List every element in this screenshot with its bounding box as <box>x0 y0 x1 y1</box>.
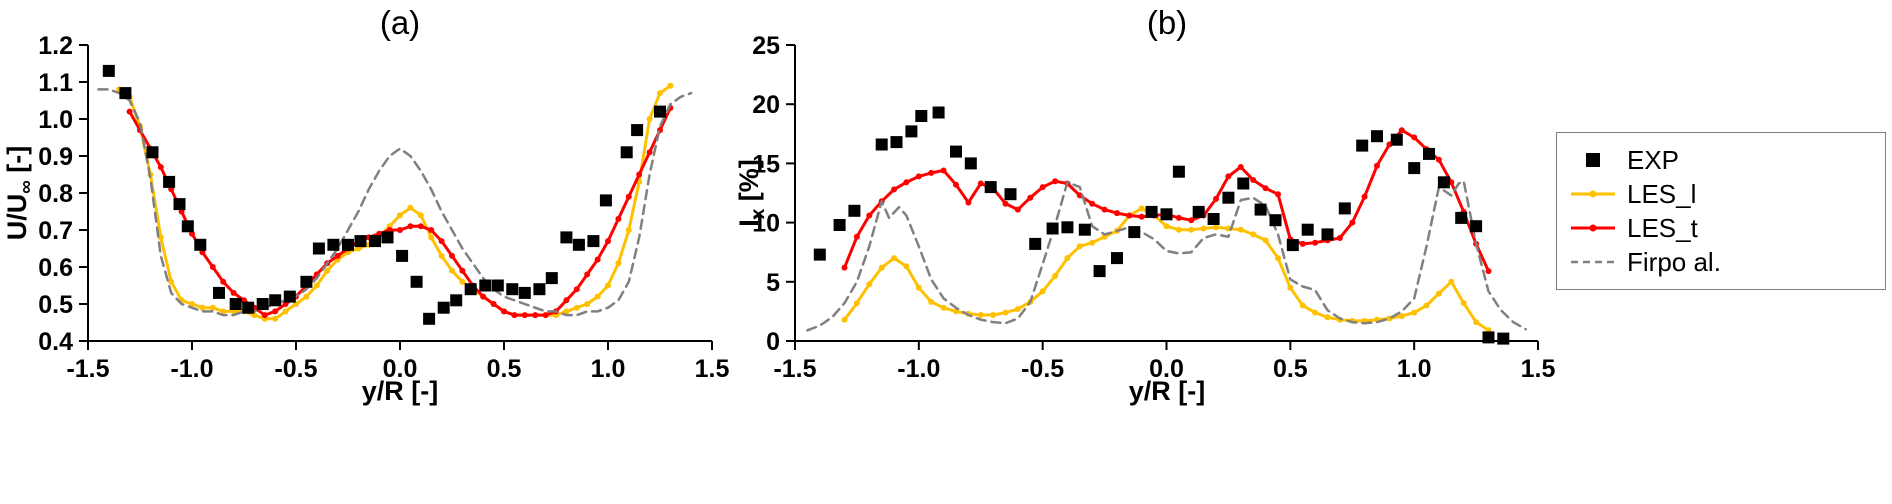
series-EXP <box>813 106 1510 345</box>
axes: -1.5 -1.0 -0.5 0.0 0.5 1.0 1.5 0.4 0.5 0.6 0.7 0.8 0… <box>38 32 729 383</box>
svg-text:0.8: 0.8 <box>38 180 73 208</box>
svg-text:1.0: 1.0 <box>591 355 626 383</box>
chart-a-plot-area: -1.5 -1.0 -0.5 0.0 0.5 1.0 1.5 0.4 0.5 0.6 0.7 0.8 0… <box>38 32 729 383</box>
legend-label-les-l: LES_l <box>1627 178 1697 209</box>
svg-text:-1.5: -1.5 <box>66 355 109 383</box>
svg-text:0.0: 0.0 <box>1149 355 1184 383</box>
firpo-dashed-line-marker-icon <box>1571 260 1615 264</box>
svg-text:0: 0 <box>766 328 780 356</box>
chart-b-yaxis-label: Ix [%] <box>734 159 769 227</box>
svg-text:1.0: 1.0 <box>1397 355 1432 383</box>
svg-text:-0.5: -0.5 <box>274 355 317 383</box>
chart-b: (b) y/R [-] Ix [%] -1.5 -1.0 -0.5 0.0 0.5 1.0… <box>734 4 1555 406</box>
chart-a-xaxis-label: y/R [-] <box>362 376 439 406</box>
axes: -1.5 -1.0 -0.5 0.0 0.5 1.0 1.5 0 5 10 15 20 25 <box>752 32 1555 383</box>
chart-a: (a) y/R [-] U/U∞ [-] -1.5 -1.0 -0.5 0.0 0.5 1… <box>2 4 729 406</box>
legend-label-les-t: LES_t <box>1627 212 1698 243</box>
svg-text:5: 5 <box>766 269 780 297</box>
les-t-line-marker-icon <box>1571 224 1615 232</box>
svg-text:10: 10 <box>752 210 780 238</box>
svg-text:0.7: 0.7 <box>38 217 73 245</box>
legend-item-les-t: LES_t <box>1569 211 1873 245</box>
svg-text:0.0: 0.0 <box>383 355 418 383</box>
svg-text:1.5: 1.5 <box>1521 355 1556 383</box>
svg-text:-1.0: -1.0 <box>897 355 940 383</box>
series-LES_t <box>126 104 674 319</box>
series-Firpo al. <box>806 179 1527 332</box>
series-EXP <box>102 64 666 325</box>
legend: EXP LES_l LES_t Firpo al. <box>1556 132 1886 290</box>
svg-text:15: 15 <box>752 150 780 178</box>
series-Firpo al. <box>97 88 693 317</box>
svg-text:0.5: 0.5 <box>487 355 522 383</box>
svg-text:0.5: 0.5 <box>1273 355 1308 383</box>
legend-item-les-l: LES_l <box>1569 177 1873 211</box>
svg-text:0.5: 0.5 <box>38 291 73 319</box>
chart-b-plot-area: -1.5 -1.0 -0.5 0.0 0.5 1.0 1.5 0 5 10 15 20 25 <box>752 32 1555 383</box>
svg-text:1.0: 1.0 <box>38 106 73 134</box>
svg-text:0.6: 0.6 <box>38 254 73 282</box>
svg-text:1.1: 1.1 <box>38 69 73 97</box>
series-LES_t <box>841 127 1492 275</box>
chart-b-xaxis-label: y/R [-] <box>1129 376 1206 406</box>
legend-label-exp: EXP <box>1627 144 1680 175</box>
svg-text:-1.5: -1.5 <box>773 355 816 383</box>
exp-square-marker-icon <box>1586 153 1600 167</box>
legend-item-exp: EXP <box>1569 143 1873 177</box>
svg-text:20: 20 <box>752 91 780 119</box>
svg-text:0.9: 0.9 <box>38 143 73 171</box>
chart-a-title: (a) <box>380 4 420 41</box>
chart-a-yaxis-label: U/U∞ [-] <box>2 146 37 241</box>
legend-label-firpo: Firpo al. <box>1627 246 1721 277</box>
chart-b-title: (b) <box>1147 4 1187 41</box>
svg-text:25: 25 <box>752 32 780 60</box>
les-l-line-marker-icon <box>1571 190 1615 198</box>
svg-text:0.4: 0.4 <box>38 328 73 356</box>
svg-text:-0.5: -0.5 <box>1021 355 1064 383</box>
svg-text:1.2: 1.2 <box>38 32 73 60</box>
legend-item-firpo: Firpo al. <box>1569 245 1873 279</box>
series-LES_l <box>116 82 674 322</box>
svg-text:1.5: 1.5 <box>695 355 730 383</box>
svg-text:-1.0: -1.0 <box>170 355 213 383</box>
series-LES_l <box>841 205 1492 334</box>
